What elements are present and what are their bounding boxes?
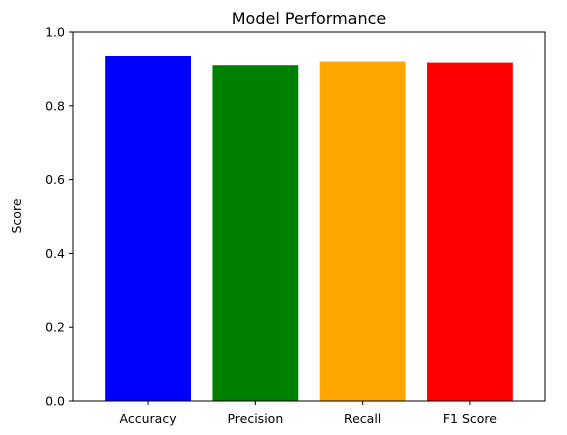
bars-group — [105, 55, 513, 402]
x-tick-label: Accuracy — [120, 411, 178, 426]
x-tick-label: Precision — [227, 411, 283, 426]
y-axis-label: Score — [9, 198, 24, 233]
x-tick-label: F1 Score — [443, 411, 497, 426]
x-axis-ticks: Accuracy Precision Recall F1 Score — [120, 401, 497, 426]
y-tick-label: 0.6 — [45, 172, 65, 187]
y-axis-ticks: 0.0 0.2 0.4 0.6 0.8 1.0 — [45, 25, 73, 409]
bar-f1-score — [427, 62, 513, 401]
y-tick-label: 0.2 — [45, 320, 65, 335]
y-tick-label: 1.0 — [45, 25, 65, 40]
plot-frame — [72, 31, 546, 402]
bar-precision — [212, 65, 299, 402]
chart-title: Model Performance — [232, 9, 387, 28]
y-tick-label: 0.4 — [45, 246, 65, 261]
y-tick-label: 0.0 — [45, 394, 65, 409]
y-tick-label: 0.8 — [45, 98, 65, 113]
bar-recall — [319, 61, 406, 402]
bar-accuracy — [105, 55, 191, 401]
x-tick-label: Recall — [344, 411, 381, 426]
